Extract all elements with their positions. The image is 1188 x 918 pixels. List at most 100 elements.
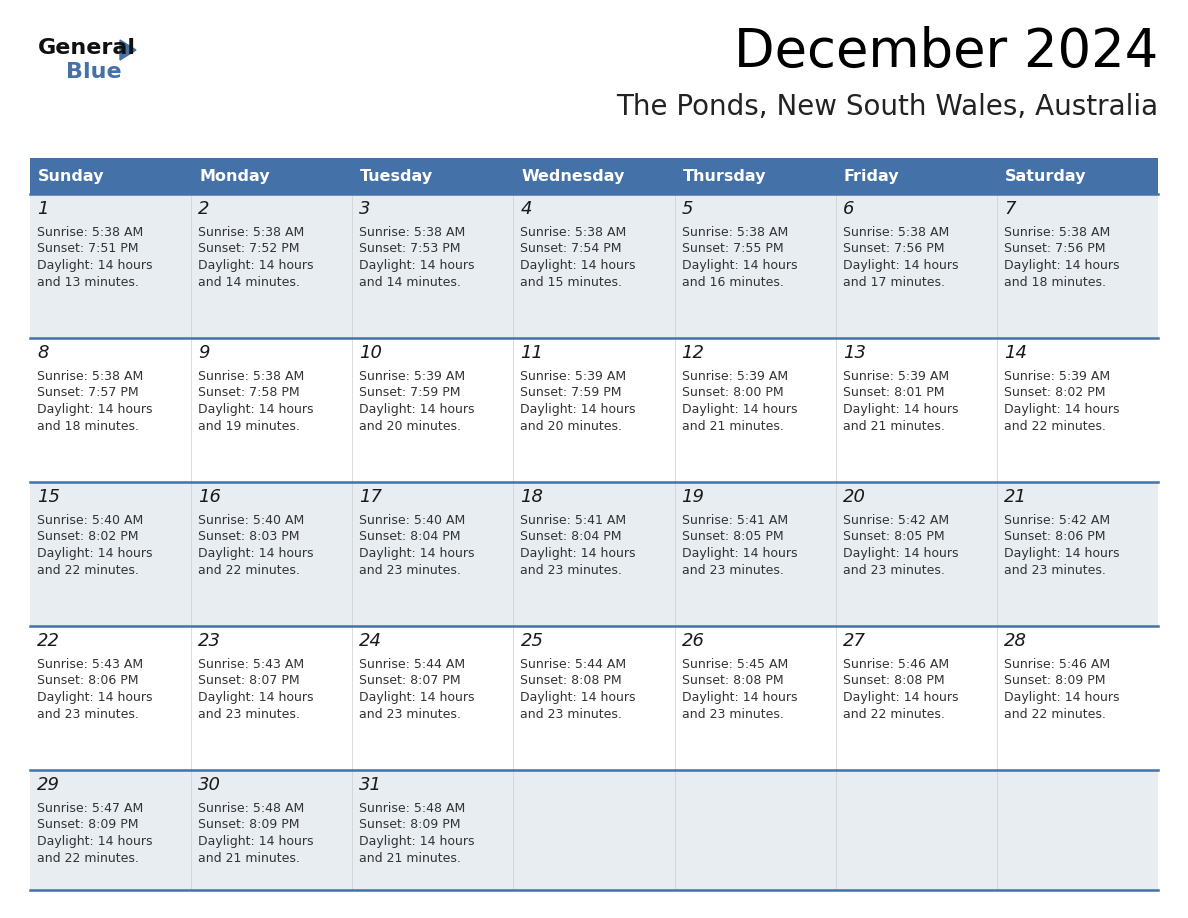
Text: Sunset: 8:09 PM: Sunset: 8:09 PM xyxy=(37,819,139,832)
Text: 20: 20 xyxy=(842,488,866,506)
Text: Sunset: 7:57 PM: Sunset: 7:57 PM xyxy=(37,386,139,399)
Bar xyxy=(30,194,1158,338)
Text: Sunset: 8:05 PM: Sunset: 8:05 PM xyxy=(682,531,783,543)
Text: Sunrise: 5:42 AM: Sunrise: 5:42 AM xyxy=(1004,513,1110,527)
Text: Sunset: 7:53 PM: Sunset: 7:53 PM xyxy=(359,242,461,255)
Polygon shape xyxy=(120,40,135,60)
Text: 16: 16 xyxy=(198,488,221,506)
Text: Wednesday: Wednesday xyxy=(522,169,625,184)
Text: and 23 minutes.: and 23 minutes. xyxy=(682,709,783,722)
Text: Daylight: 14 hours: Daylight: 14 hours xyxy=(682,547,797,561)
Text: 12: 12 xyxy=(682,344,704,362)
Text: December 2024: December 2024 xyxy=(734,26,1158,78)
Text: Daylight: 14 hours: Daylight: 14 hours xyxy=(682,404,797,417)
Text: Sunset: 8:08 PM: Sunset: 8:08 PM xyxy=(842,675,944,688)
Text: 6: 6 xyxy=(842,200,854,218)
Text: and 22 minutes.: and 22 minutes. xyxy=(198,565,301,577)
Text: and 13 minutes.: and 13 minutes. xyxy=(37,276,139,289)
Text: Sunset: 8:09 PM: Sunset: 8:09 PM xyxy=(359,819,461,832)
Text: Sunrise: 5:40 AM: Sunrise: 5:40 AM xyxy=(198,513,304,527)
Text: Tuesday: Tuesday xyxy=(360,169,434,184)
Text: Sunset: 7:52 PM: Sunset: 7:52 PM xyxy=(198,242,299,255)
Text: Sunrise: 5:38 AM: Sunrise: 5:38 AM xyxy=(37,226,144,239)
Text: and 21 minutes.: and 21 minutes. xyxy=(359,853,461,866)
Bar xyxy=(30,158,1158,194)
Text: Sunset: 8:03 PM: Sunset: 8:03 PM xyxy=(198,531,299,543)
Text: and 23 minutes.: and 23 minutes. xyxy=(359,565,461,577)
Text: Sunrise: 5:39 AM: Sunrise: 5:39 AM xyxy=(682,370,788,383)
Text: and 23 minutes.: and 23 minutes. xyxy=(520,709,623,722)
Text: Sunset: 7:51 PM: Sunset: 7:51 PM xyxy=(37,242,139,255)
Text: and 23 minutes.: and 23 minutes. xyxy=(359,709,461,722)
Text: Daylight: 14 hours: Daylight: 14 hours xyxy=(37,404,152,417)
Text: Sunset: 7:55 PM: Sunset: 7:55 PM xyxy=(682,242,783,255)
Text: Sunrise: 5:38 AM: Sunrise: 5:38 AM xyxy=(198,226,304,239)
Text: Daylight: 14 hours: Daylight: 14 hours xyxy=(37,835,152,848)
Text: 21: 21 xyxy=(1004,488,1026,506)
Text: and 22 minutes.: and 22 minutes. xyxy=(1004,709,1106,722)
Text: Sunset: 8:02 PM: Sunset: 8:02 PM xyxy=(37,531,139,543)
Text: Daylight: 14 hours: Daylight: 14 hours xyxy=(1004,404,1119,417)
Text: Sunday: Sunday xyxy=(38,169,105,184)
Text: Daylight: 14 hours: Daylight: 14 hours xyxy=(682,260,797,273)
Text: Sunset: 7:58 PM: Sunset: 7:58 PM xyxy=(198,386,299,399)
Text: The Ponds, New South Wales, Australia: The Ponds, New South Wales, Australia xyxy=(615,93,1158,121)
Text: Sunset: 7:56 PM: Sunset: 7:56 PM xyxy=(1004,242,1105,255)
Text: and 18 minutes.: and 18 minutes. xyxy=(37,420,139,433)
Text: and 21 minutes.: and 21 minutes. xyxy=(682,420,783,433)
Text: 8: 8 xyxy=(37,344,49,362)
Text: 25: 25 xyxy=(520,632,543,650)
Text: Daylight: 14 hours: Daylight: 14 hours xyxy=(1004,691,1119,704)
Text: and 22 minutes.: and 22 minutes. xyxy=(842,709,944,722)
Text: 19: 19 xyxy=(682,488,704,506)
Text: and 20 minutes.: and 20 minutes. xyxy=(520,420,623,433)
Text: Sunrise: 5:38 AM: Sunrise: 5:38 AM xyxy=(1004,226,1110,239)
Text: Sunrise: 5:47 AM: Sunrise: 5:47 AM xyxy=(37,801,144,814)
Text: Sunrise: 5:39 AM: Sunrise: 5:39 AM xyxy=(1004,370,1110,383)
Text: 18: 18 xyxy=(520,488,543,506)
Text: and 21 minutes.: and 21 minutes. xyxy=(198,853,301,866)
Bar xyxy=(30,482,1158,626)
Text: Sunrise: 5:48 AM: Sunrise: 5:48 AM xyxy=(359,801,466,814)
Text: and 22 minutes.: and 22 minutes. xyxy=(37,565,139,577)
Text: 11: 11 xyxy=(520,344,543,362)
Text: Thursday: Thursday xyxy=(683,169,766,184)
Text: 9: 9 xyxy=(198,344,209,362)
Text: Sunset: 7:56 PM: Sunset: 7:56 PM xyxy=(842,242,944,255)
Text: Daylight: 14 hours: Daylight: 14 hours xyxy=(359,835,475,848)
Text: 27: 27 xyxy=(842,632,866,650)
Text: Sunset: 8:06 PM: Sunset: 8:06 PM xyxy=(1004,531,1105,543)
Text: Daylight: 14 hours: Daylight: 14 hours xyxy=(359,404,475,417)
Text: Sunrise: 5:42 AM: Sunrise: 5:42 AM xyxy=(842,513,949,527)
Text: Daylight: 14 hours: Daylight: 14 hours xyxy=(520,547,636,561)
Text: Sunset: 8:04 PM: Sunset: 8:04 PM xyxy=(359,531,461,543)
Text: Sunset: 8:06 PM: Sunset: 8:06 PM xyxy=(37,675,139,688)
Text: Daylight: 14 hours: Daylight: 14 hours xyxy=(842,547,959,561)
Text: Daylight: 14 hours: Daylight: 14 hours xyxy=(198,835,314,848)
Text: Sunset: 8:01 PM: Sunset: 8:01 PM xyxy=(842,386,944,399)
Text: Sunset: 8:08 PM: Sunset: 8:08 PM xyxy=(682,675,783,688)
Text: General: General xyxy=(38,38,135,58)
Text: Daylight: 14 hours: Daylight: 14 hours xyxy=(37,260,152,273)
Text: and 14 minutes.: and 14 minutes. xyxy=(359,276,461,289)
Text: Sunset: 8:04 PM: Sunset: 8:04 PM xyxy=(520,531,623,543)
Text: Sunrise: 5:38 AM: Sunrise: 5:38 AM xyxy=(37,370,144,383)
Text: Daylight: 14 hours: Daylight: 14 hours xyxy=(842,404,959,417)
Text: 15: 15 xyxy=(37,488,61,506)
Text: Sunrise: 5:38 AM: Sunrise: 5:38 AM xyxy=(842,226,949,239)
Text: Daylight: 14 hours: Daylight: 14 hours xyxy=(682,691,797,704)
Text: Sunset: 8:09 PM: Sunset: 8:09 PM xyxy=(1004,675,1105,688)
Text: Monday: Monday xyxy=(200,169,270,184)
Text: Sunrise: 5:38 AM: Sunrise: 5:38 AM xyxy=(682,226,788,239)
Text: 13: 13 xyxy=(842,344,866,362)
Text: Sunset: 7:59 PM: Sunset: 7:59 PM xyxy=(359,386,461,399)
Text: and 15 minutes.: and 15 minutes. xyxy=(520,276,623,289)
Text: Daylight: 14 hours: Daylight: 14 hours xyxy=(520,260,636,273)
Text: 2: 2 xyxy=(198,200,209,218)
Text: Sunset: 7:54 PM: Sunset: 7:54 PM xyxy=(520,242,623,255)
Text: 31: 31 xyxy=(359,776,383,794)
Text: Blue: Blue xyxy=(67,62,121,82)
Text: 5: 5 xyxy=(682,200,693,218)
Bar xyxy=(30,338,1158,482)
Text: Sunrise: 5:38 AM: Sunrise: 5:38 AM xyxy=(359,226,466,239)
